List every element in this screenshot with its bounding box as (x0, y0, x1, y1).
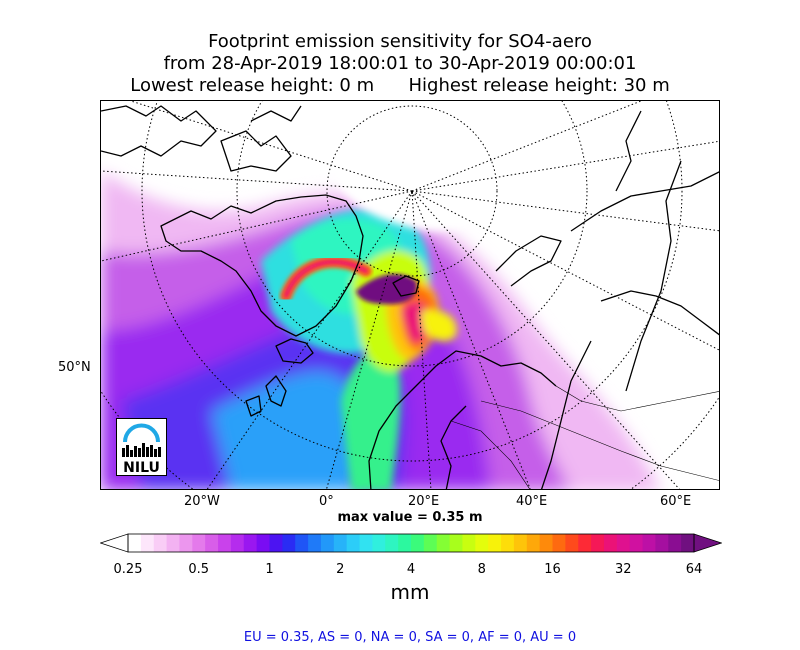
colorbar-cell (218, 534, 232, 552)
lon-label-0: 0° (319, 494, 334, 509)
graticule (101, 101, 719, 489)
colorbar-cell (488, 534, 502, 552)
colorbar-cell (642, 534, 657, 552)
colorbar-cell (346, 534, 361, 552)
colorbar-cell (411, 534, 425, 552)
lon-label-60e: 60°E (660, 494, 692, 509)
colorbar-cell (256, 534, 271, 552)
colorbar-cell (359, 534, 374, 552)
colorbar-cell (205, 534, 219, 552)
colorbar-tick-label: 0.25 (113, 562, 143, 577)
highest-release-height: Highest release height: 30 m (408, 75, 670, 96)
colorbar-cell (282, 534, 296, 552)
colorbar-min-extend (100, 533, 129, 553)
colorbar-cells (128, 534, 695, 552)
colorbar-cell (295, 534, 309, 552)
colorbar-cell (243, 534, 258, 552)
colorbar-cell (655, 534, 669, 552)
colorbar-cell (372, 534, 386, 552)
colorbar-outline (127, 533, 695, 553)
colorbar-cell (552, 534, 566, 552)
colorbar-cell (320, 534, 335, 552)
colorbar-cell (333, 534, 348, 552)
colorbar-cell (603, 534, 618, 552)
colorbar-tick-label: 16 (544, 562, 561, 577)
colorbar-units: mm (390, 580, 430, 604)
north-pole-marker (411, 192, 413, 194)
map-canvas (101, 101, 719, 489)
country-borders (450, 385, 719, 489)
lon-label-20e: 20°E (408, 494, 440, 509)
lon-label-40e: 40°E (516, 494, 548, 509)
colorbar-cell (179, 534, 193, 552)
coastlines (101, 105, 719, 489)
colorbar-cell (166, 534, 181, 552)
colorbar-cell (565, 534, 579, 552)
colorbar-cell (449, 534, 464, 552)
colorbar-cell (668, 534, 682, 552)
colorbar-tick-label: 64 (685, 562, 703, 577)
colorbar-cell (140, 534, 155, 552)
colorbar-tick-label: 8 (477, 562, 486, 577)
nilu-logo: NILU (116, 418, 167, 476)
colorbar-cell (269, 534, 283, 552)
colorbar-tick-label: 4 (406, 562, 416, 577)
colorbar-cell (539, 534, 554, 552)
region-totals: EU = 0.35, AS = 0, NA = 0, SA = 0, AF = … (243, 630, 577, 645)
colorbar-tick-label: 2 (336, 562, 345, 577)
lon-label-20w: 20°W (184, 494, 220, 509)
colorbar-cell (513, 534, 528, 552)
footprint-map (100, 100, 720, 490)
colorbar-tick-label: 32 (614, 562, 632, 577)
lowest-release-height: Lowest release height: 0 m (130, 75, 375, 96)
colorbar-cell (192, 534, 206, 552)
colorbar-cell (385, 534, 399, 552)
colorbar-cell (475, 534, 489, 552)
colorbar-tick-label: 1 (265, 562, 274, 577)
nilu-logo-text: NILU (123, 460, 160, 476)
colorbar-cell (578, 534, 592, 552)
max-value-label: max value = 0.35 m (337, 510, 483, 525)
colorbar-cell (128, 534, 142, 552)
plot-title-line-2: from 28-Apr-2019 18:00:01 to 30-Apr-2019… (163, 53, 637, 74)
colorbar-max-extend (693, 533, 722, 553)
colorbar-cell (462, 534, 476, 552)
lat-label-50n: 50°N (58, 360, 91, 375)
colorbar-cell (308, 534, 322, 552)
colorbar-tick-label: 0.5 (188, 562, 210, 577)
colorbar-cell (616, 534, 631, 552)
colorbar-cell (526, 534, 541, 552)
colorbar-cell (591, 534, 605, 552)
colorbar (100, 533, 722, 553)
plot-title-line-3: Lowest release height: 0 m Highest relea… (0, 75, 800, 97)
colorbar-cell (629, 534, 644, 552)
colorbar-cell (501, 534, 515, 552)
colorbar-cell (681, 534, 695, 552)
colorbar-cell (436, 534, 451, 552)
colorbar-cell (423, 534, 438, 552)
colorbar-cell (230, 534, 245, 552)
plot-title-line-1: Footprint emission sensitivity for SO4-a… (208, 31, 592, 52)
sensitivity-field (101, 106, 660, 489)
colorbar-cell (153, 534, 168, 552)
colorbar-cell (398, 534, 412, 552)
